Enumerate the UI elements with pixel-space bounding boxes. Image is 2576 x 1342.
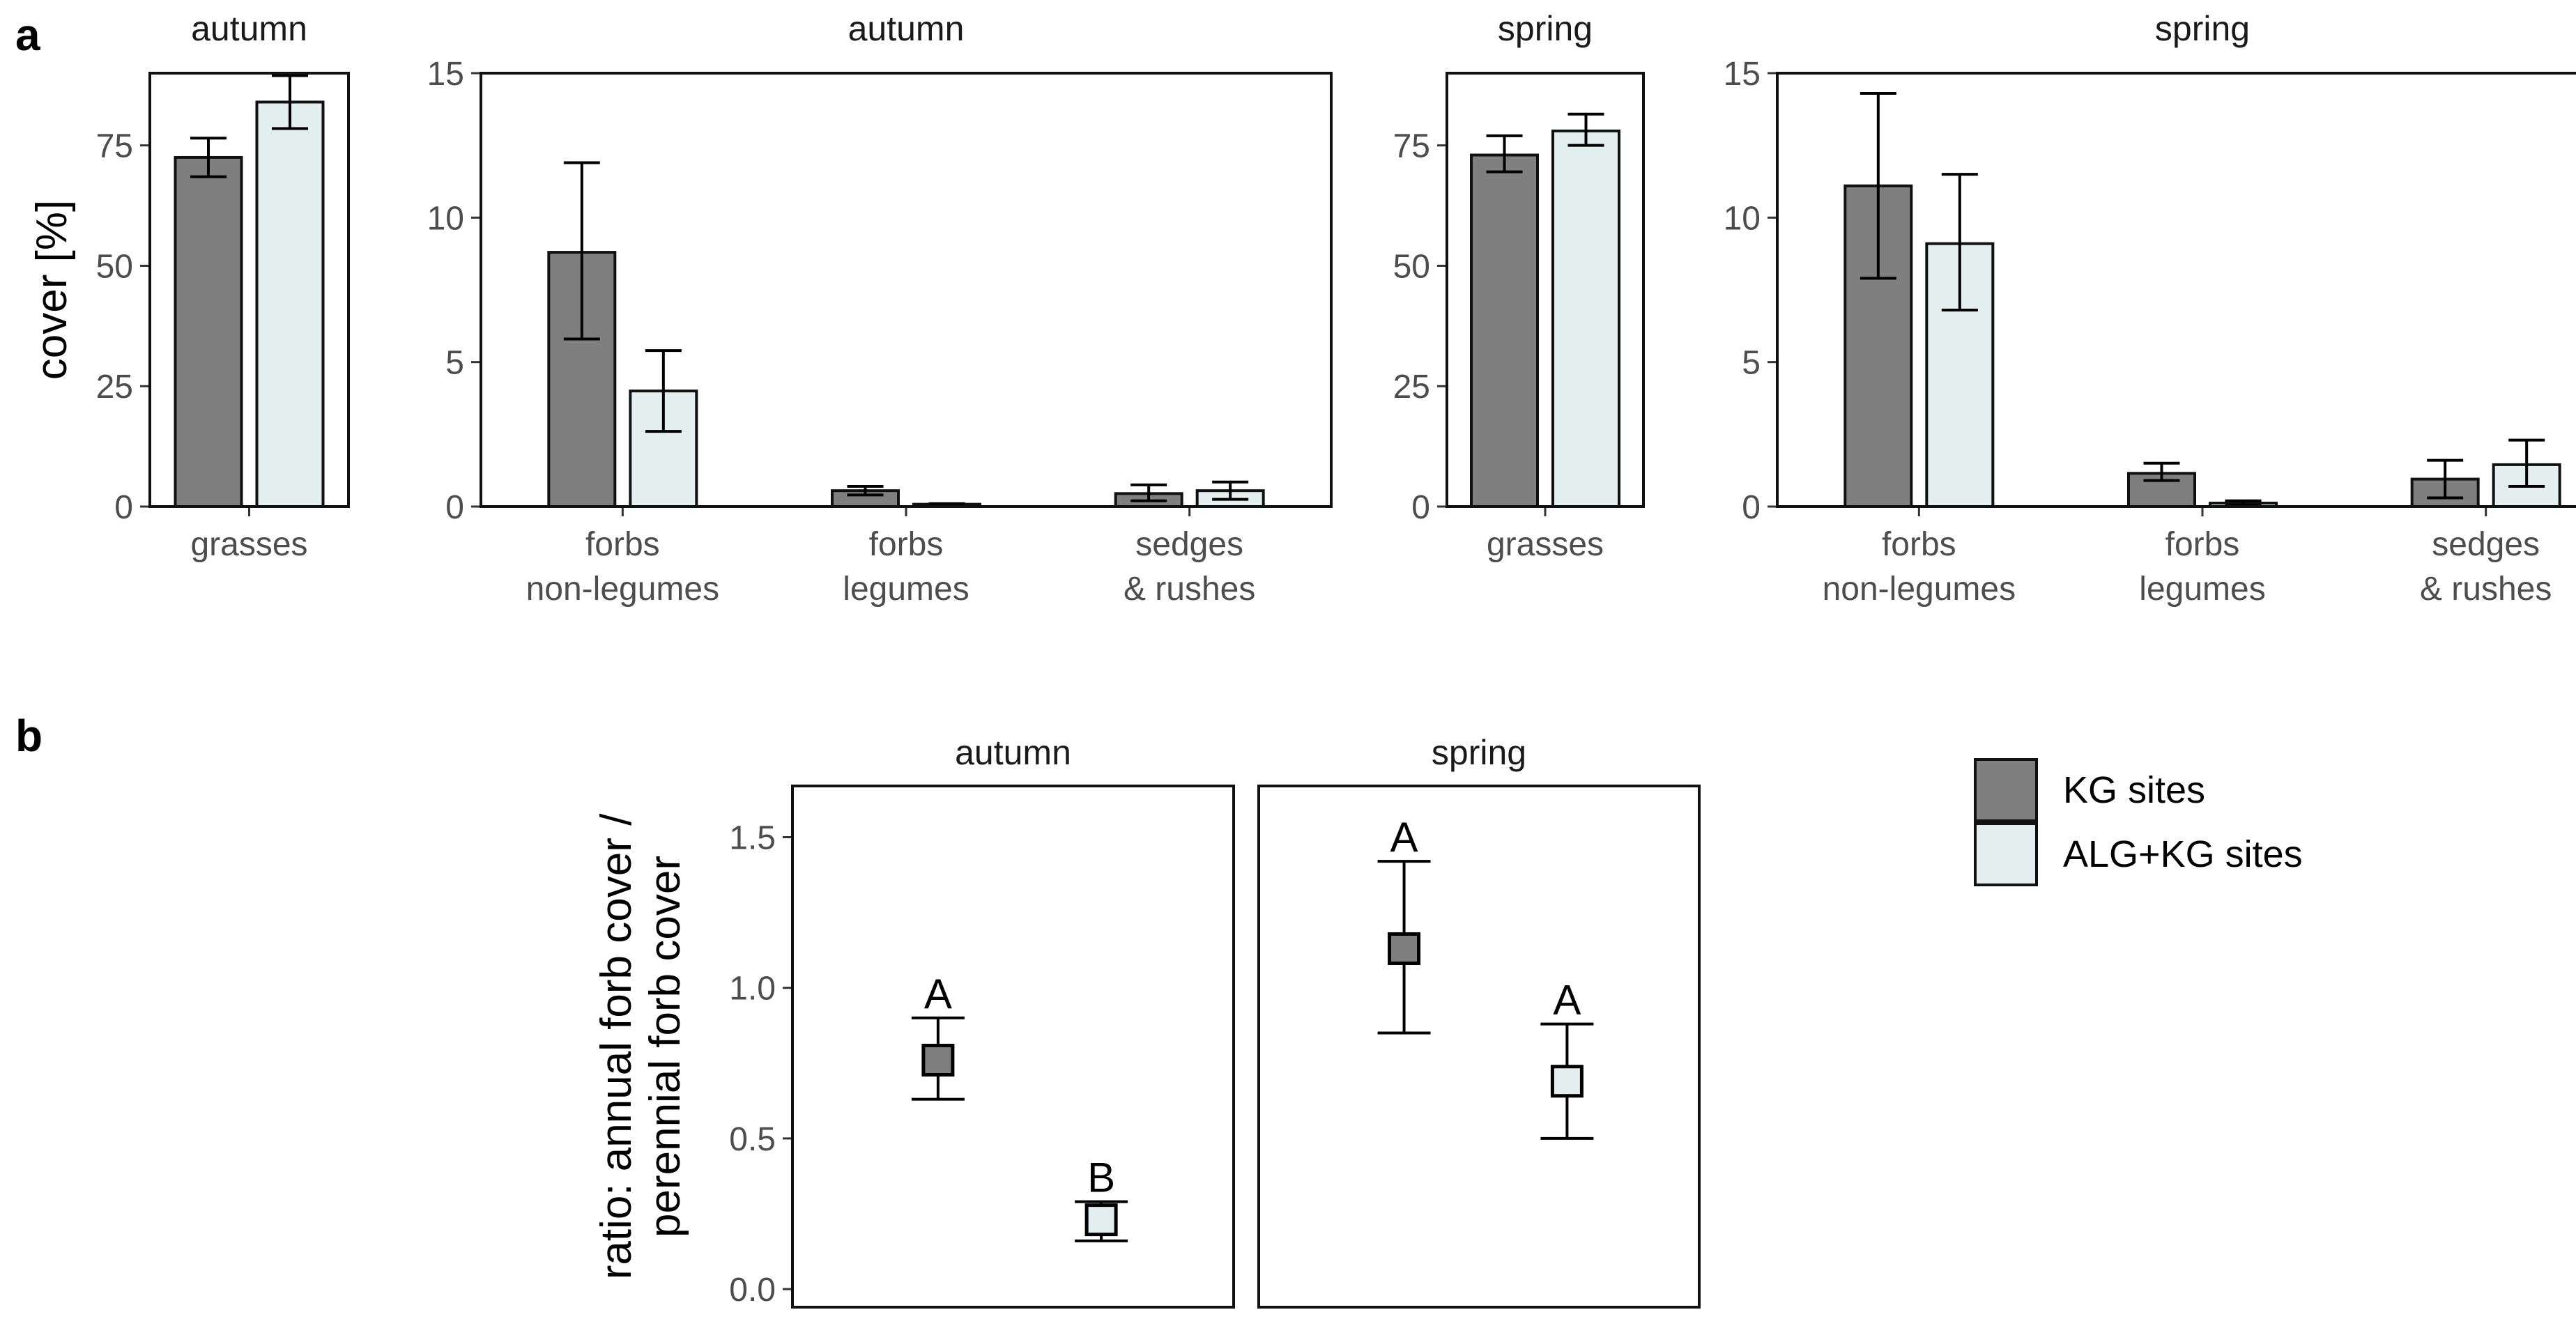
strip-label-a1: autumn	[191, 9, 307, 48]
point-kg	[921, 1043, 955, 1077]
strip-label-a4: spring	[2155, 9, 2250, 48]
y-tick-label: 1.0	[729, 971, 776, 1008]
y-axis-label-a: cover [%]	[28, 200, 76, 380]
y-tick-label: 10	[1724, 200, 1761, 237]
strip-label-a2: autumn	[848, 9, 965, 48]
y-tick-label: 10	[427, 200, 464, 237]
bar-kg	[1470, 153, 1539, 508]
strip-label-b2: spring	[1432, 733, 1526, 772]
y-tick-label: 1.5	[729, 820, 776, 857]
panel-label-a: a	[15, 10, 40, 60]
panel-frame	[791, 785, 1235, 1309]
y-tick-label: 50	[96, 248, 133, 285]
significance-letter: A	[924, 971, 952, 1017]
significance-letter: B	[1087, 1155, 1115, 1201]
bar-kg	[174, 155, 243, 508]
y-axis-label-b-line1: ratio: annual forb cover /	[592, 813, 641, 1279]
y-tick-label: 0.5	[729, 1121, 776, 1158]
legend-label: KG sites	[2063, 769, 2205, 811]
significance-letter: A	[1553, 977, 1581, 1024]
panel-frame	[148, 72, 350, 508]
y-tick-label: 75	[96, 128, 133, 165]
y-tick-label: 75	[1393, 128, 1430, 165]
legend-label: ALG+KG sites	[2063, 833, 2303, 875]
panel-frame	[480, 72, 1333, 508]
y-tick-label: 5	[445, 345, 464, 382]
y-tick-label: 5	[1742, 345, 1761, 382]
panel-label-b: b	[15, 711, 43, 761]
bar-alg-kg	[255, 100, 325, 508]
y-tick-label: 25	[96, 369, 133, 406]
y-axis-label-b-line2: perennial forb cover	[641, 856, 689, 1237]
y-tick-label: 0	[445, 489, 464, 526]
y-tick-label: 0	[1742, 489, 1761, 526]
x-tick-label: forbs non-legumes	[526, 526, 720, 608]
significance-letter: A	[1390, 814, 1418, 861]
y-tick-label: 50	[1393, 248, 1430, 285]
x-tick-label: forbs legumes	[2139, 526, 2265, 608]
y-tick-label: 25	[1393, 369, 1430, 406]
x-tick-label: grasses	[1487, 526, 1604, 563]
legend: KG sites ALG+KG sites	[1974, 758, 2303, 886]
x-tick-label: sedges & rushes	[1124, 526, 1255, 608]
bar-alg-kg	[1551, 129, 1620, 508]
point-kg	[1388, 932, 1421, 965]
panel-frame	[1446, 72, 1645, 508]
legend-swatch	[1974, 822, 2038, 886]
y-tick-label: 0	[114, 489, 133, 526]
panel-frame	[1776, 72, 2576, 508]
strip-label-b1: autumn	[955, 733, 1071, 772]
legend-swatch	[1974, 758, 2038, 822]
y-tick-label: 0	[1411, 489, 1430, 526]
x-tick-label: forbs legumes	[843, 526, 969, 608]
strip-label-a3: spring	[1498, 9, 1593, 48]
x-tick-label: grasses	[190, 526, 307, 563]
y-tick-label: 15	[427, 56, 464, 93]
y-tick-label: 15	[1724, 56, 1761, 93]
panel-frame	[1257, 785, 1701, 1309]
point-alg-kg	[1084, 1203, 1118, 1237]
x-tick-label: forbs non-legumes	[1823, 526, 2016, 608]
point-alg-kg	[1550, 1065, 1584, 1098]
x-tick-label: sedges & rushes	[2420, 526, 2552, 608]
y-tick-label: 0.0	[729, 1272, 776, 1309]
